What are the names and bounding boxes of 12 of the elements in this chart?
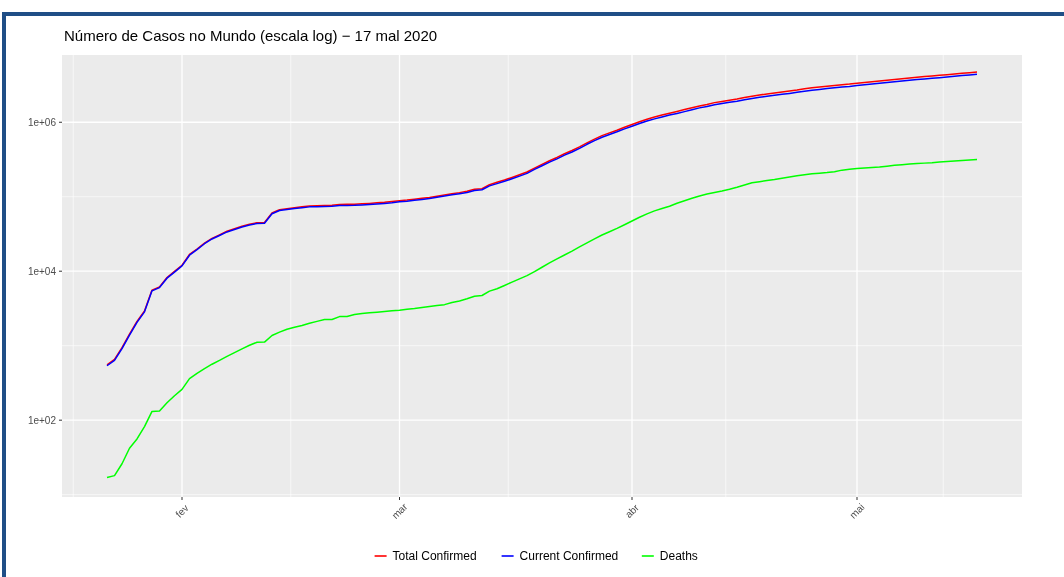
y-tick-label: 1e+02	[27, 414, 57, 426]
legend-label: Current Confirmed	[519, 549, 619, 564]
line-series	[106, 158, 978, 479]
legend-label: Total Confirmed	[392, 549, 477, 564]
chart-title: Número de Casos no Mundo (escala log) − 17 mal 2020	[64, 27, 438, 44]
legend-label: Deaths	[659, 549, 698, 564]
y-tick-label: 1e+06	[27, 116, 57, 128]
y-tick-label: 1e+04	[27, 265, 57, 277]
x-tick-label: abr	[623, 501, 642, 520]
x-tick-label: mai	[847, 501, 867, 521]
x-tick-label: fev	[173, 502, 191, 520]
x-tick-label: mar	[389, 500, 410, 521]
